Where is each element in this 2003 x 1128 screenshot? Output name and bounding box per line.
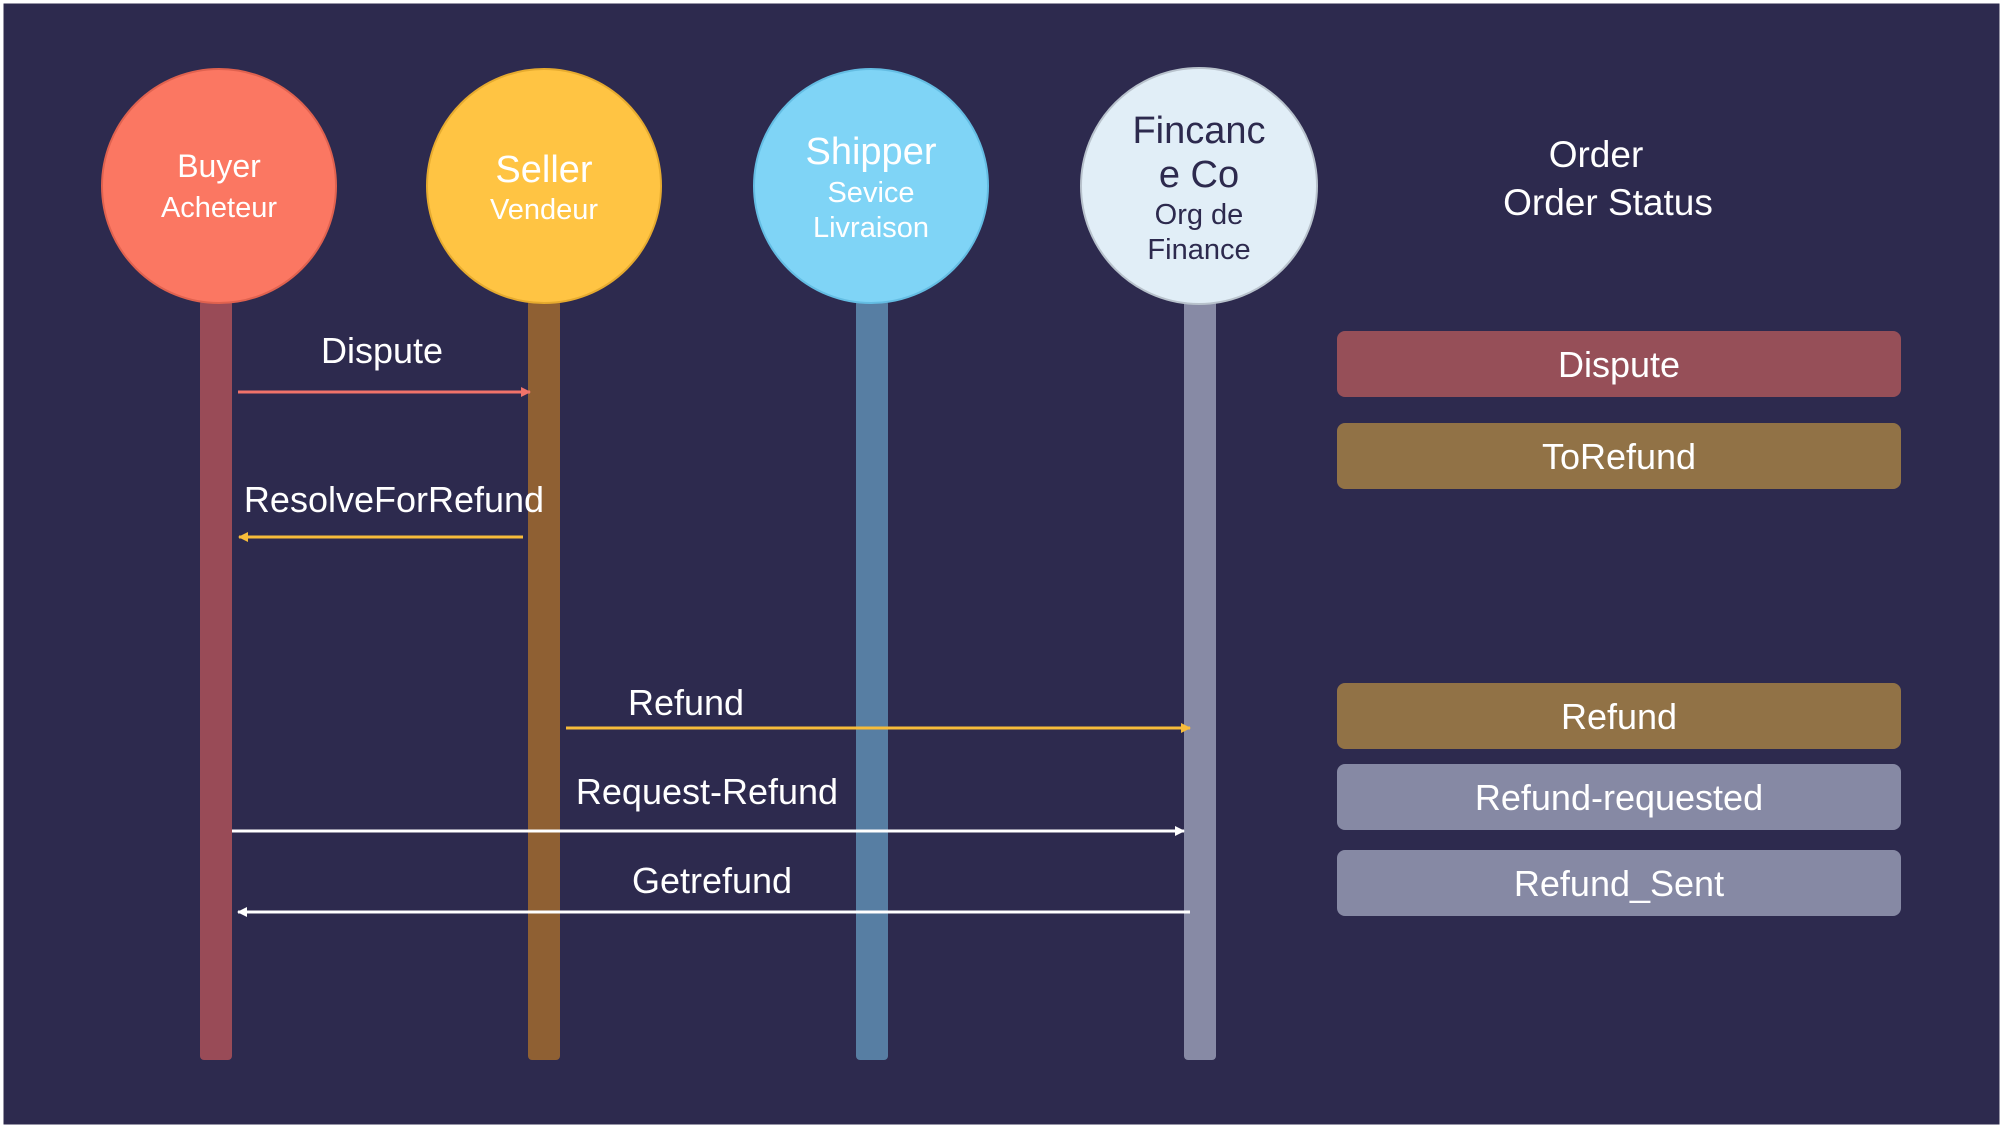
shipper-name: Shipper [806, 131, 937, 173]
finance-name-line1: Fincanc [1132, 110, 1265, 152]
status-refund-sent-box [1337, 850, 1901, 916]
finance-lifeline [1184, 300, 1216, 1060]
shipper-circle [753, 68, 989, 304]
status-refund-sent: Refund_Sent [1337, 850, 1901, 916]
status-torefund-box [1337, 423, 1901, 489]
status-refund-requested-label: Refund-requested [1475, 777, 1763, 818]
message-request-refund-label: Request-Refund [576, 771, 838, 812]
actor-seller: Seller Vendeur [426, 68, 662, 304]
shipper-service: Sevice [827, 177, 914, 209]
status-refund-requested-box [1337, 764, 1901, 830]
order-status-title: Order Status [1503, 182, 1713, 223]
message-resolve-label: ResolveForRefund [244, 479, 544, 520]
status-dispute-box [1337, 331, 1901, 397]
seller-name-fr: Vendeur [490, 194, 598, 226]
status-refund: Refund [1337, 683, 1901, 749]
shipper-livraison: Livraison [813, 212, 929, 244]
status-refund-label: Refund [1561, 696, 1677, 737]
status-dispute-label: Dispute [1558, 344, 1680, 385]
status-refund-sent-label: Refund_Sent [1514, 863, 1724, 904]
finance-org-line1: Org de [1155, 199, 1244, 231]
status-refund-box [1337, 683, 1901, 749]
status-dispute: Dispute [1337, 331, 1901, 397]
actor-shipper: Shipper Sevice Livraison [753, 68, 989, 304]
message-refund: Refund [566, 682, 1191, 733]
status-refund-requested: Refund-requested [1337, 764, 1901, 830]
message-dispute: Dispute [238, 330, 531, 397]
seller-lifeline [528, 300, 560, 1060]
finance-circle [1080, 67, 1318, 305]
buyer-circle [101, 68, 337, 304]
shipper-lifeline [856, 300, 888, 1060]
message-getrefund-label: Getrefund [632, 860, 792, 901]
message-refund-label: Refund [628, 682, 744, 723]
status-torefund-label: ToRefund [1542, 436, 1696, 477]
buyer-lifeline [200, 300, 232, 1060]
seller-name: Seller [495, 149, 592, 191]
message-resolve: ResolveForRefund [238, 479, 544, 542]
buyer-name: Buyer [177, 148, 261, 184]
actor-finance: Fincanc e Co Org de Finance [1080, 67, 1318, 305]
actor-buyer: Buyer Acheteur [101, 68, 337, 304]
message-getrefund: Getrefund [237, 860, 1190, 917]
finance-org-line2: Finance [1147, 234, 1250, 266]
finance-name-line2: e Co [1159, 154, 1239, 196]
buyer-name-fr: Acheteur [161, 192, 277, 224]
status-torefund: ToRefund [1337, 423, 1901, 489]
order-title: Order [1549, 134, 1644, 175]
seller-circle [426, 68, 662, 304]
message-request-refund: Request-Refund [232, 771, 1185, 836]
message-dispute-label: Dispute [321, 330, 443, 371]
